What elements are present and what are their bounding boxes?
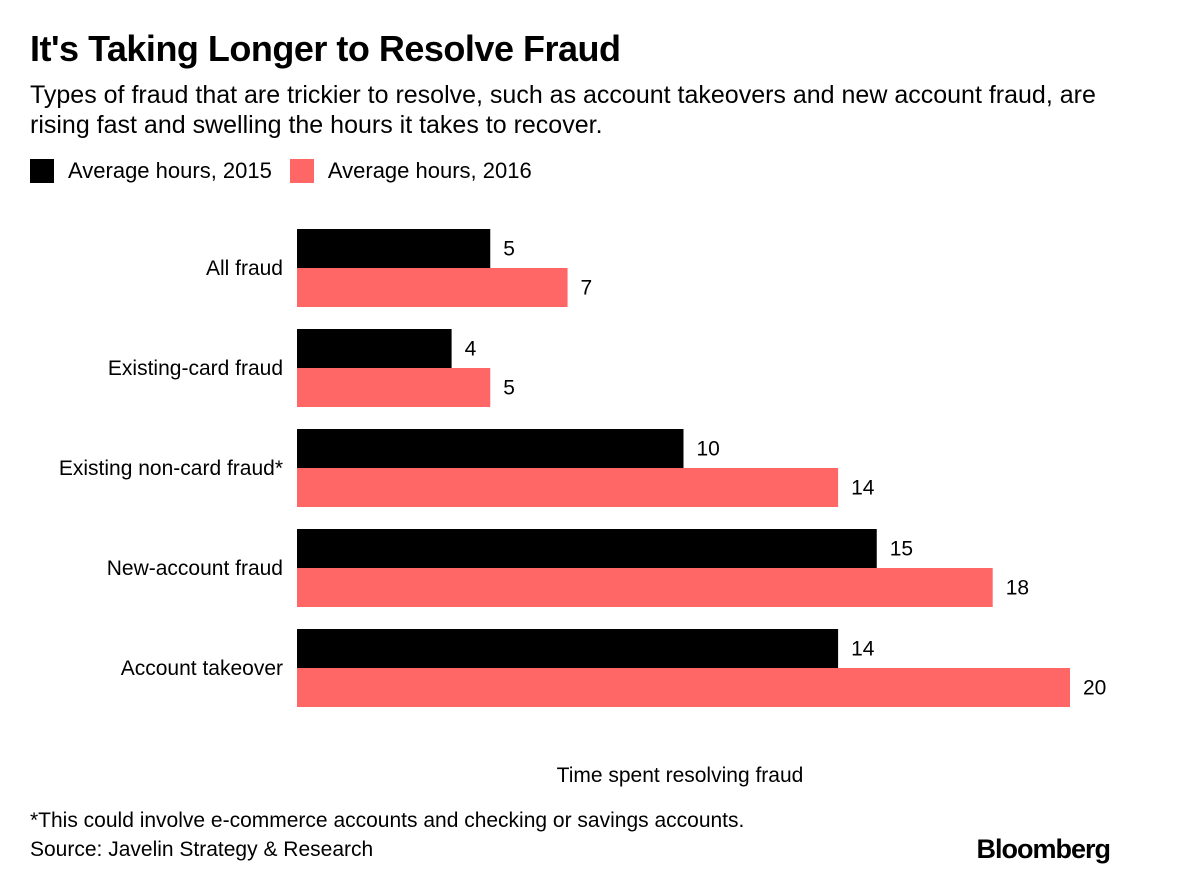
data-label-existing-card-fraud-2015: 4 (465, 338, 477, 361)
data-label-all-fraud-2016: 7 (581, 277, 593, 300)
bar-new-account-fraud-2015 (297, 529, 877, 568)
data-label-new-account-fraud-2015: 15 (890, 538, 913, 561)
category-label-new-account-fraud: New-account fraud (107, 557, 283, 580)
legend-label-2016: Average hours, 2016 (327, 158, 532, 183)
data-label-account-takeover-2015: 14 (851, 638, 875, 661)
chart-title: It's Taking Longer to Resolve Fraud (30, 28, 621, 69)
category-label-existing-card-fraud: Existing-card fraud (108, 357, 283, 380)
legend-swatch-2015 (30, 159, 54, 183)
bar-all-fraud-2016 (297, 268, 568, 307)
data-label-existing-card-fraud-2016: 5 (503, 377, 515, 400)
category-label-account-takeover: Account takeover (121, 657, 283, 680)
legend-item-2015: Average hours, 2015 (30, 158, 272, 184)
category-label-all-fraud: All fraud (206, 257, 283, 280)
bar-chart: All fraud 5 7 Existing-card fraud 4 5 Existing… (59, 229, 1106, 707)
data-label-existing-non-card-fraud-2016: 14 (851, 477, 875, 500)
data-label-account-takeover-2016: 20 (1083, 677, 1106, 700)
bloomberg-logo: Bloomberg (976, 834, 1111, 864)
data-label-new-account-fraud-2016: 18 (1006, 577, 1029, 600)
bar-account-takeover-2016 (297, 668, 1070, 707)
bar-existing-non-card-fraud-2016 (297, 468, 839, 507)
source-note: Source: Javelin Strategy & Research (30, 838, 374, 861)
footer-notes: *This could involve e-commerce accounts … (30, 806, 744, 864)
data-label-existing-non-card-fraud-2015: 10 (697, 438, 720, 461)
chart-subtitle: Types of fraud that are trickier to reso… (30, 81, 1096, 139)
bar-existing-card-fraud-2015 (297, 329, 452, 368)
bar-account-takeover-2015 (297, 629, 839, 668)
legend-item-2016: Average hours, 2016 (289, 158, 532, 184)
legend-swatch-2016 (289, 159, 314, 183)
bar-all-fraud-2015 (297, 229, 491, 268)
bar-existing-card-fraud-2016 (297, 368, 491, 407)
legend-label-2015: Average hours, 2015 (68, 158, 272, 183)
x-axis-title: Time spent resolving fraud (556, 764, 804, 787)
bar-existing-non-card-fraud-2015 (297, 429, 684, 468)
data-label-all-fraud-2015: 5 (503, 238, 515, 261)
bar-new-account-fraud-2016 (297, 568, 993, 607)
legend: Average hours, 2015 Average hours, 2016 (30, 156, 550, 186)
footnote: *This could involve e-commerce accounts … (30, 809, 745, 832)
category-label-existing-non-card-fraud: Existing non-card fraud* (59, 457, 283, 480)
